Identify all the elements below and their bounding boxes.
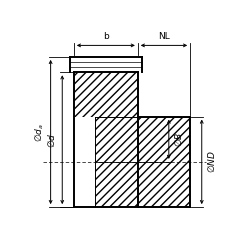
Bar: [74, 116, 95, 207]
Bar: [74, 72, 138, 207]
Bar: [138, 116, 190, 207]
Bar: [74, 72, 138, 207]
Text: b: b: [103, 32, 109, 40]
Text: $\emptyset d_a$: $\emptyset d_a$: [33, 122, 46, 142]
Text: NL: NL: [158, 32, 170, 40]
Bar: [138, 116, 190, 207]
Text: $\emptyset ND$: $\emptyset ND$: [206, 150, 216, 174]
Text: $\emptyset B$: $\emptyset B$: [173, 132, 184, 147]
Bar: [70, 57, 142, 72]
Text: $\emptyset d$: $\emptyset d$: [46, 132, 58, 148]
Bar: [74, 116, 95, 207]
